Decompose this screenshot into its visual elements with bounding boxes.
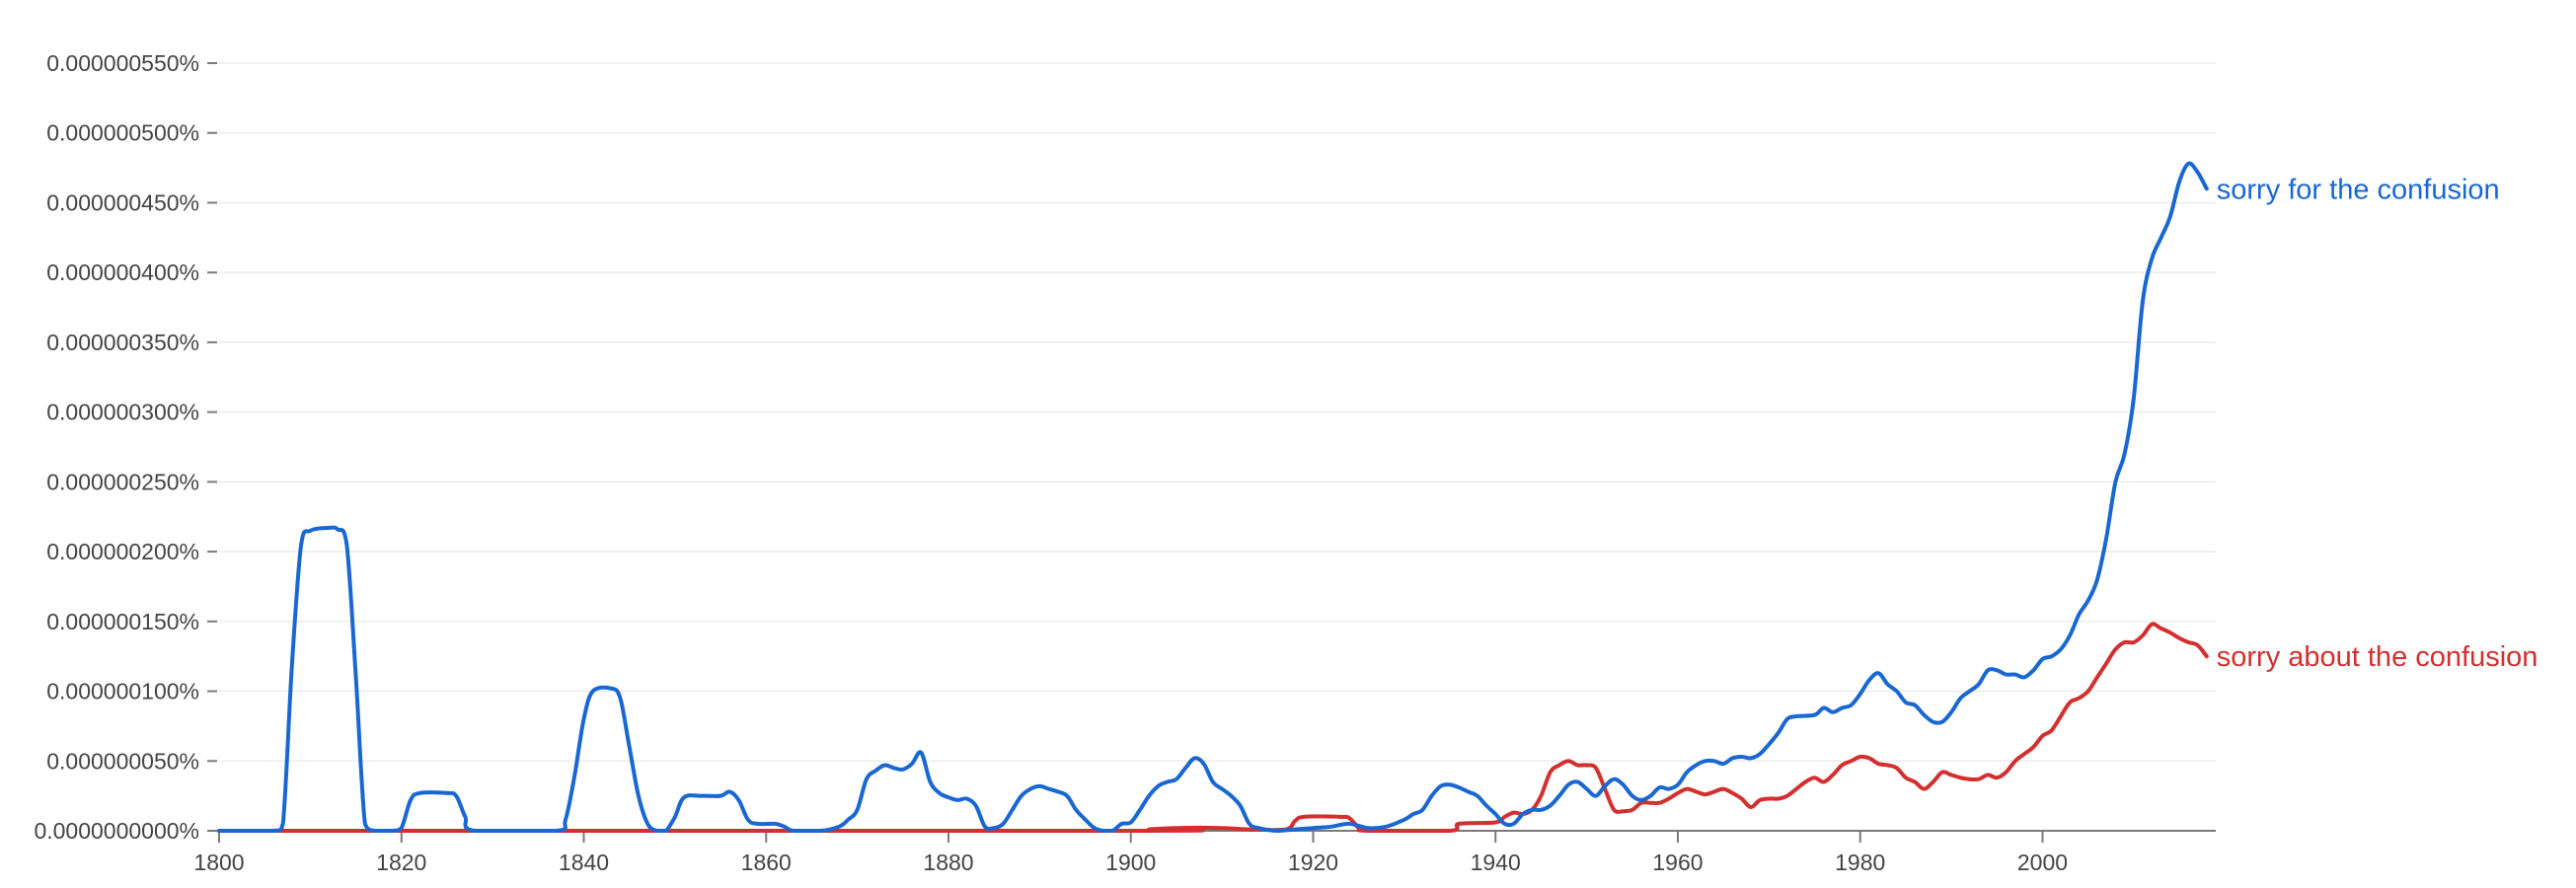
series-lines <box>217 161 2209 834</box>
y-tick-label: 0.000000300% <box>46 400 199 425</box>
x-tick-label: 1860 <box>741 850 792 875</box>
x-tick-label: 1980 <box>1835 850 1885 875</box>
y-tick-label: 0.000000450% <box>46 189 199 215</box>
y-tick-label: 0.000000150% <box>46 609 199 634</box>
x-tick-label: 1840 <box>559 850 609 875</box>
x-axis: 1800 1820 1840 1860 1880 1900 1920 1940 1960 1980… <box>193 830 2216 875</box>
y-tick-label: 0.000000350% <box>46 330 199 355</box>
y-axis: 0.0000000000% 0.000000050% 0.000000100% 0.0… <box>34 50 217 844</box>
y-tick-label: 0.000000550% <box>46 50 199 76</box>
x-tick-label: 1820 <box>376 850 426 875</box>
series-labels: sorry for the confusion sorry about the c… <box>2217 174 2538 673</box>
y-tick-label: 0.000000250% <box>46 469 199 494</box>
x-tick-label: 1880 <box>923 850 973 875</box>
series-label-sorry-for-the-confusion: sorry for the confusion <box>2217 174 2500 205</box>
x-tick-label: 1800 <box>193 850 244 875</box>
y-tick-label: 0.000000050% <box>46 748 199 774</box>
y-tick-label: 0.000000500% <box>46 120 199 146</box>
x-tick-label: 1920 <box>1288 850 1338 875</box>
x-tick-label: 2000 <box>2017 850 2068 875</box>
series-line-sorry-for-the-confusion <box>217 161 2209 834</box>
x-tick-label: 1940 <box>1471 850 1521 875</box>
grid-lines <box>219 62 2216 763</box>
x-tick-label: 1960 <box>1652 850 1703 875</box>
series-label-sorry-about-the-confusion: sorry about the confusion <box>2217 641 2538 673</box>
x-tick-label: 1900 <box>1105 850 1156 875</box>
y-tick-label: 0.000000200% <box>46 539 199 564</box>
y-tick-label: 0.000000100% <box>46 679 199 704</box>
y-tick-label: 0.000000400% <box>46 259 199 285</box>
series-line-sorry-about-the-confusion <box>217 622 2209 834</box>
y-tick-label: 0.0000000000% <box>34 818 199 844</box>
